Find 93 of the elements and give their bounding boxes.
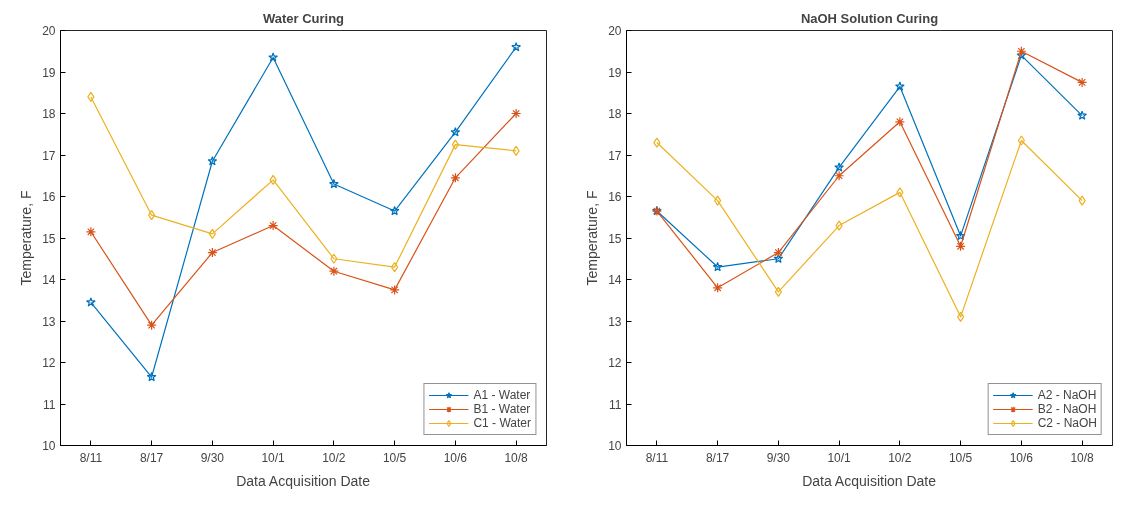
x-tick-label: 10/6 <box>1009 450 1034 465</box>
y-tick-label: 12 <box>608 356 622 370</box>
point <box>450 127 461 137</box>
point <box>389 284 400 295</box>
y-tick-label: 12 <box>42 356 56 370</box>
point <box>207 247 218 258</box>
x-tick-label: 8/17 <box>705 450 730 465</box>
point <box>451 139 459 150</box>
point <box>653 137 661 148</box>
point <box>207 156 218 166</box>
point <box>450 172 461 183</box>
y-axis-title: Temperature, F <box>18 190 35 286</box>
legend-label: B1 - Water <box>473 402 531 416</box>
x-axis-title: Data Acquisition Date <box>802 472 937 489</box>
y-axis-title: Temperature, F <box>584 190 601 286</box>
point <box>389 205 400 216</box>
point <box>955 241 966 252</box>
point <box>328 266 339 277</box>
point <box>329 178 339 189</box>
point <box>773 247 784 258</box>
x-tick-label: 10/5 <box>382 450 407 465</box>
chart-title: Water Curing <box>262 10 345 26</box>
point <box>330 253 338 264</box>
y-tick-label: 14 <box>608 273 622 287</box>
y-tick-label: 10 <box>608 439 622 453</box>
legend-label: B2 - NaOH <box>1037 402 1097 416</box>
x-axis-title: Data Acquisition Date <box>236 472 371 489</box>
point <box>512 145 520 156</box>
y-tick-label: 15 <box>608 231 622 246</box>
x-tick-label: 9/30 <box>766 450 791 465</box>
point <box>835 220 843 231</box>
y-tick-label: 10 <box>42 439 56 453</box>
point <box>511 42 521 52</box>
y-tick-label: 17 <box>608 148 622 163</box>
y-tick-label: 13 <box>42 314 56 329</box>
point <box>1077 77 1088 88</box>
point <box>511 108 522 119</box>
y-tick-label: 11 <box>43 397 56 412</box>
x-tick-label: 10/8 <box>1070 450 1095 465</box>
point <box>85 226 96 237</box>
point <box>87 91 95 102</box>
x-tick-label: 10/1 <box>827 450 852 465</box>
point <box>834 162 844 172</box>
point <box>1077 110 1087 120</box>
x-tick-label: 8/17 <box>139 450 164 465</box>
point <box>714 195 722 206</box>
x-tick-label: 9/30 <box>200 450 225 465</box>
x-tick-label: 8/11 <box>645 450 669 465</box>
y-tick-label: 16 <box>42 190 56 204</box>
legend-label: A2 - NaOH <box>1037 388 1097 402</box>
point <box>773 253 784 263</box>
y-tick-label: 16 <box>608 190 622 204</box>
legend-label: C2 - NaOH <box>1037 416 1097 430</box>
y-tick-label: 20 <box>42 24 56 38</box>
legend-label: A1 - Water <box>473 388 531 402</box>
y-tick-label: 18 <box>608 107 622 121</box>
point <box>268 52 278 62</box>
y-tick-label: 15 <box>42 231 56 246</box>
x-tick-label: 10/2 <box>888 450 912 465</box>
legend-label: C1 - Water <box>473 416 531 430</box>
point <box>86 297 96 307</box>
point <box>269 174 277 185</box>
point <box>1078 195 1086 206</box>
point <box>148 210 156 221</box>
x-tick-label: 10/5 <box>948 450 973 465</box>
y-tick-label: 19 <box>608 65 622 80</box>
point <box>146 371 157 382</box>
y-tick-label: 14 <box>42 273 56 287</box>
point <box>1016 46 1027 57</box>
x-tick-label: 10/2 <box>322 450 346 465</box>
y-tick-label: 11 <box>609 397 622 412</box>
x-tick-label: 10/1 <box>261 450 286 465</box>
x-tick-label: 10/8 <box>504 450 529 465</box>
point <box>895 81 905 91</box>
point <box>957 311 965 322</box>
y-tick-label: 20 <box>608 24 622 38</box>
point <box>712 282 723 293</box>
chart-title: NaOH Solution Curing <box>800 10 939 26</box>
point <box>955 230 966 241</box>
y-tick-label: 17 <box>42 148 56 163</box>
point <box>834 170 845 181</box>
point <box>1017 135 1025 146</box>
point <box>146 320 157 331</box>
point <box>712 261 723 272</box>
point <box>208 228 216 239</box>
point <box>896 187 904 198</box>
point <box>268 220 279 231</box>
x-tick-label: 10/6 <box>443 450 468 465</box>
x-tick-label: 8/11 <box>79 450 103 465</box>
y-tick-label: 13 <box>608 314 622 329</box>
y-tick-label: 18 <box>42 107 56 121</box>
y-tick-label: 19 <box>42 65 56 80</box>
point <box>894 116 905 127</box>
